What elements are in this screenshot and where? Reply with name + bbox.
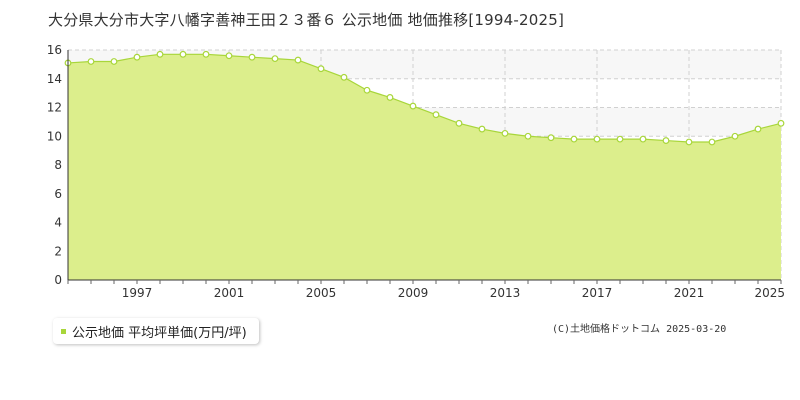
- data-point: [317, 65, 325, 73]
- data-point: [225, 52, 233, 60]
- y-tick-label: 16: [47, 43, 62, 57]
- point-layer: [64, 50, 785, 146]
- data-point: [156, 50, 164, 58]
- data-point: [271, 55, 279, 63]
- data-point: [754, 125, 762, 133]
- data-point: [386, 94, 394, 101]
- data-point: [455, 119, 463, 127]
- area-layer: [67, 53, 782, 281]
- data-point: [616, 135, 624, 143]
- data-point: [731, 132, 739, 140]
- data-point: [524, 132, 532, 140]
- y-tick-label: 14: [47, 72, 62, 86]
- y-tick-label: 2: [54, 244, 62, 258]
- data-point: [501, 129, 509, 137]
- chart-title: 大分県大分市大字八幡字善神王田２３番６ 公示地価 地価推移[1994-2025]: [48, 11, 565, 29]
- data-point: [409, 102, 417, 110]
- data-point: [478, 125, 486, 133]
- data-point: [570, 135, 578, 143]
- x-tick-label: 2021: [674, 286, 705, 300]
- x-tick-label: 2009: [398, 286, 429, 300]
- x-tick-label: 2001: [214, 286, 245, 300]
- y-tick-label: 12: [47, 101, 62, 115]
- data-point: [639, 135, 647, 143]
- x-tick-label: 1997: [122, 286, 153, 300]
- data-point: [87, 58, 95, 65]
- x-tick-label: 2017: [582, 286, 613, 300]
- y-tick-label: 0: [54, 273, 62, 287]
- series-line: [67, 53, 782, 143]
- data-point: [248, 53, 256, 61]
- x-tick-labels: 1997 2001 2005 2009 2013 2017 2021 2025: [122, 286, 785, 300]
- data-point: [110, 58, 118, 65]
- axis-layer: [67, 50, 782, 284]
- y-tick-label: 8: [54, 158, 62, 172]
- data-point: [662, 137, 670, 144]
- copyright-text: (C)土地価格ドットコム 2025-03-20: [552, 324, 727, 335]
- y-tick-label: 4: [54, 216, 62, 230]
- data-point: [593, 135, 601, 143]
- data-point: [294, 56, 302, 64]
- x-tick-label: 2005: [306, 286, 337, 300]
- y-tick-labels: 0 2 4 6 8 10 12 14 16: [47, 43, 62, 287]
- data-point: [708, 138, 716, 146]
- data-point: [777, 119, 785, 127]
- data-point: [179, 50, 187, 58]
- y-tick-label: 10: [47, 129, 62, 143]
- data-point: [685, 138, 693, 146]
- x-tick-label: 2013: [490, 286, 521, 300]
- series-area: [68, 54, 781, 281]
- x-tick-label: 2025: [754, 286, 785, 300]
- data-point: [202, 50, 210, 58]
- y-tick-label: 6: [54, 187, 62, 201]
- legend-swatch-icon: [61, 328, 66, 334]
- legend-label: 公示地価 平均坪単価(万円/坪): [72, 325, 247, 341]
- data-point: [363, 86, 371, 94]
- data-point: [133, 53, 141, 61]
- legend: 公示地価 平均坪単価(万円/坪): [53, 318, 259, 344]
- data-point: [340, 73, 348, 81]
- data-point: [432, 111, 440, 119]
- data-point: [547, 134, 555, 142]
